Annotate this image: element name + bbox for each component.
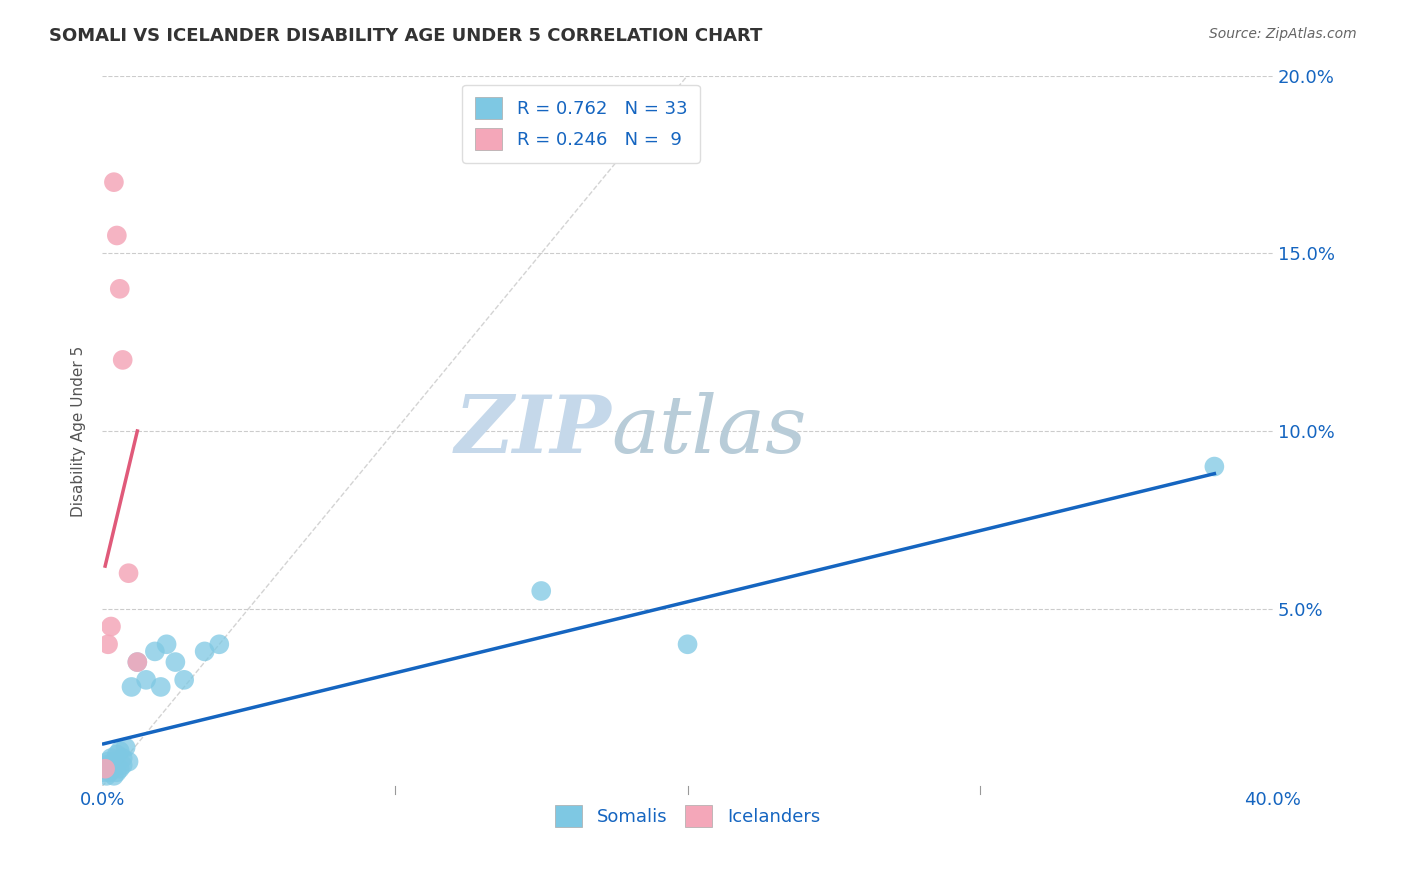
Point: [96, 769, 118, 783]
Point: [97, 637, 120, 651]
Point: [97, 762, 120, 776]
Point: [98, 765, 121, 780]
Y-axis label: Disability Age Under 5: Disability Age Under 5: [72, 345, 86, 516]
Point: [208, 637, 231, 651]
Point: [94, 762, 117, 776]
Point: [101, 762, 124, 776]
Point: [149, 680, 172, 694]
Point: [100, 619, 122, 633]
Point: [108, 282, 131, 296]
Point: [100, 751, 122, 765]
Point: [97, 755, 120, 769]
Point: [117, 755, 139, 769]
Point: [165, 655, 187, 669]
Point: [111, 758, 134, 772]
Point: [127, 655, 149, 669]
Point: [108, 762, 131, 776]
Point: [676, 637, 699, 651]
Point: [155, 637, 177, 651]
Text: Source: ZipAtlas.com: Source: ZipAtlas.com: [1209, 27, 1357, 41]
Point: [103, 769, 125, 783]
Point: [105, 747, 128, 762]
Point: [127, 655, 149, 669]
Point: [135, 673, 157, 687]
Point: [1204, 459, 1226, 474]
Legend: Somalis, Icelanders: Somalis, Icelanders: [548, 797, 827, 834]
Point: [105, 765, 128, 780]
Point: [111, 751, 134, 765]
Point: [94, 758, 117, 772]
Point: [173, 673, 195, 687]
Text: SOMALI VS ICELANDER DISABILITY AGE UNDER 5 CORRELATION CHART: SOMALI VS ICELANDER DISABILITY AGE UNDER…: [49, 27, 762, 45]
Point: [111, 352, 134, 367]
Point: [93, 765, 115, 780]
Point: [121, 680, 143, 694]
Point: [103, 175, 125, 189]
Point: [143, 644, 166, 658]
Point: [105, 228, 128, 243]
Point: [194, 644, 217, 658]
Text: atlas: atlas: [612, 392, 807, 470]
Point: [94, 762, 117, 776]
Text: ZIP: ZIP: [454, 392, 612, 470]
Point: [117, 566, 139, 581]
Point: [103, 755, 125, 769]
Point: [530, 584, 553, 599]
Point: [108, 744, 131, 758]
Point: [114, 740, 136, 755]
Point: [100, 758, 122, 772]
